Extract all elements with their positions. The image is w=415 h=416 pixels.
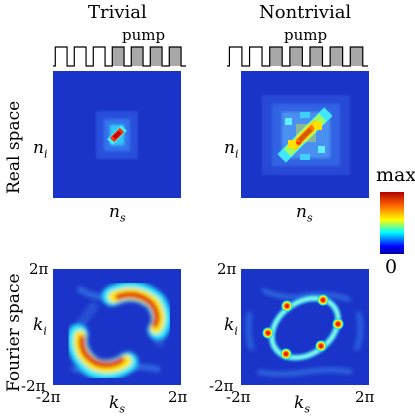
- pump-pulse-filled: [289, 47, 303, 66]
- pump-label-trivial: pump: [122, 26, 166, 44]
- axis-label-fourier-trivial-x: ks: [109, 393, 125, 416]
- tick-fourier-trivial-x-right: 2π: [168, 388, 188, 406]
- axis-label-fourier-trivial-y: ki: [33, 315, 47, 338]
- axis-label-real-trivial-y: ni: [33, 138, 48, 161]
- axis-label-fourier-nontrivial-x: ks: [294, 393, 310, 416]
- tick-fourier-trivial-x-left: -2π: [36, 388, 61, 406]
- panel-real-space-trivial: [53, 71, 181, 198]
- tick-fourier-nontrivial-y-top: 2π: [217, 260, 237, 278]
- axis-label-real-nontrivial-x: ns: [296, 202, 313, 225]
- pump-pulse-filled: [309, 47, 323, 66]
- panel-fourier-space-trivial: [53, 269, 181, 385]
- pump-pulse-filled: [269, 47, 283, 66]
- pump-pulse-train: [53, 46, 186, 67]
- panel-fourier-space-nontrivial: [241, 269, 369, 385]
- pump-pulse-filled: [330, 47, 343, 66]
- pump-pulse-filled: [169, 47, 182, 66]
- column-title-nontrivial: Nontrivial: [259, 2, 352, 23]
- tick-fourier-nontrivial-x-right: 2π: [355, 388, 375, 406]
- column-title-trivial: Trivial: [88, 2, 147, 23]
- row-label-fourier-space: Fourier space: [4, 273, 24, 392]
- pump-pulse-filled: [112, 47, 125, 66]
- pump-label-nontrivial: pump: [284, 26, 328, 44]
- colorbar-max-label: max: [376, 164, 415, 186]
- axis-label-real-trivial-x: ns: [109, 202, 126, 225]
- panel-real-space-nontrivial: [241, 71, 369, 198]
- tick-fourier-nontrivial-y-bottom: -2π: [209, 377, 234, 395]
- pump-pulse-filled: [131, 47, 144, 66]
- tick-fourier-trivial-y-bottom: -2π: [21, 377, 46, 395]
- colorbar-min-label: 0: [385, 256, 398, 278]
- pump-waveform-trivial: [53, 46, 186, 67]
- pump-pulse-train: [227, 46, 368, 67]
- pump-pulse-filled: [350, 47, 363, 66]
- row-label-real-space: Real space: [4, 100, 24, 194]
- axis-label-real-nontrivial-y: ni: [224, 138, 239, 161]
- pump-pulse-filled: [150, 47, 163, 66]
- tick-fourier-trivial-y-top: 2π: [29, 260, 49, 278]
- pump-waveform-nontrivial: [227, 46, 368, 67]
- tick-fourier-nontrivial-x-left: -2π: [226, 388, 251, 406]
- axis-label-fourier-nontrivial-y: ki: [224, 315, 238, 338]
- colorbar: [380, 192, 404, 254]
